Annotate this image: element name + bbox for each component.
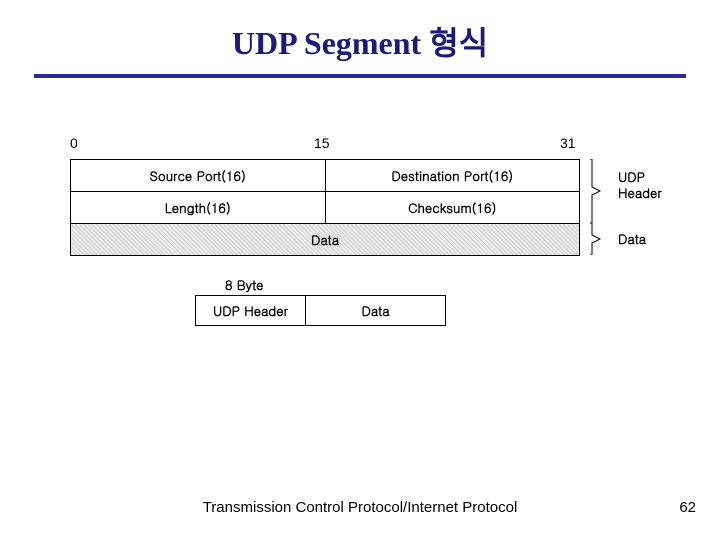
bit-label-0: 0 xyxy=(70,135,78,151)
cell-checksum: Checksum(16) xyxy=(325,192,580,224)
page-number: 62 xyxy=(679,499,696,516)
cell-layout-header: UDP Header xyxy=(196,296,306,326)
label-udp-header: UDP Header xyxy=(618,169,662,201)
byte-size-label: 8 Byte xyxy=(225,275,264,294)
table-row: UDP Header Data xyxy=(196,296,446,326)
cell-dest-port: Destination Port(16) xyxy=(325,160,580,192)
cell-data: Data xyxy=(71,224,580,256)
cell-source-port: Source Port(16) xyxy=(71,160,326,192)
label-data-side: Data xyxy=(618,229,646,248)
cell-length: Length(16) xyxy=(71,192,326,224)
cell-layout-data: Data xyxy=(306,296,446,326)
bracket-udp-header xyxy=(590,159,612,223)
bracket-data xyxy=(590,223,612,255)
udp-header-table: Source Port(16) Destination Port(16) Len… xyxy=(70,159,580,256)
label-udp-header-line2: Header xyxy=(618,185,662,201)
title-block: UDP Segment 형식 xyxy=(0,0,720,78)
table-row: Source Port(16) Destination Port(16) xyxy=(71,160,580,192)
bit-ruler: 0 15 31 xyxy=(70,135,630,159)
bit-label-15: 15 xyxy=(314,135,330,151)
bit-label-31: 31 xyxy=(560,135,576,151)
table-row: Data xyxy=(71,224,580,256)
footer-text: Transmission Control Protocol/Internet P… xyxy=(0,499,720,516)
table-row: Length(16) Checksum(16) xyxy=(71,192,580,224)
udp-segment-diagram: 0 15 31 Source Port(16) Destination Port… xyxy=(70,135,630,256)
title-underline xyxy=(34,74,686,78)
page-title: UDP Segment 형식 xyxy=(0,18,720,64)
udp-layout-table: UDP Header Data xyxy=(195,295,446,326)
